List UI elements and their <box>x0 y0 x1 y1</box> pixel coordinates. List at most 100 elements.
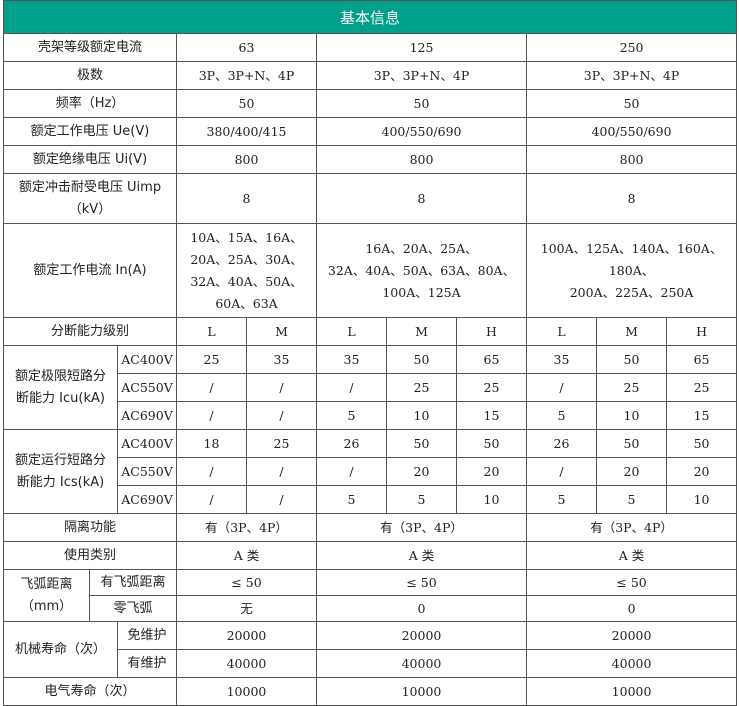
table-cell: 分断能力级别 <box>3 317 177 346</box>
table-cell: / <box>176 373 247 402</box>
table-cell: 10000 <box>525 677 738 706</box>
table-cell: M <box>246 317 317 346</box>
table-row: 壳架等级额定电流 63 125 250 <box>3 33 738 62</box>
table-cell: M <box>386 317 457 346</box>
table-cell: 额定冲击耐受电压 Uimp （kV） <box>3 173 177 224</box>
table-cell: 50 <box>386 429 457 458</box>
table-cell: 壳架等级额定电流 <box>3 33 177 62</box>
table-cell: A 类 <box>525 541 738 570</box>
table-cell: 18 <box>176 429 247 458</box>
table-cell: 无 <box>176 595 317 622</box>
table-row: 额定工作电流 In(A) 10A、15A、16A、 20A、25A、30A、 32… <box>3 223 738 318</box>
table-cell: 3P、3P+N、4P <box>176 61 317 90</box>
table-cell: / <box>176 457 247 486</box>
table-cell: 25 <box>665 373 738 402</box>
table-cell: 额定运行短路分 断能力 Ics(kA) <box>3 429 118 514</box>
table-cell: / <box>246 401 317 430</box>
table-cell: 5 <box>316 485 387 514</box>
table-cell: 飞弧距离 （mm） <box>3 569 90 622</box>
table-cell: / <box>526 457 597 486</box>
table-cell: / <box>316 373 387 402</box>
table-cell: AC400V <box>117 429 177 458</box>
table-cell: 65 <box>456 345 527 374</box>
table-cell: / <box>246 373 317 402</box>
table-cell: 50 <box>456 429 527 458</box>
table-cell: 20 <box>596 457 667 486</box>
table-cell: 使用类别 <box>3 541 177 570</box>
table-cell: 40000 <box>525 649 738 678</box>
table-cell: ≤ 50 <box>176 569 317 596</box>
table-cell: 16A、20A、25A、 32A、40A、50A、63A、80A、 100A、1… <box>316 223 527 318</box>
table-cell: 隔离功能 <box>3 513 177 542</box>
table-cell: / <box>176 485 247 514</box>
table-row: AC550V / //25 25/25 25 <box>4 373 738 402</box>
table-cell: 8 <box>316 173 527 224</box>
table-cell: AC550V <box>117 457 177 486</box>
table-cell: 63 <box>176 33 317 62</box>
table-cell: 25 <box>596 373 667 402</box>
table-cell: 电气寿命（次） <box>3 677 177 706</box>
table-cell: 35 <box>316 345 387 374</box>
table-cell: 40000 <box>316 649 527 678</box>
table-row: 额定极限短路分 断能力 Icu(kA) AC400V 25 35 35 50 65 35 50 6… <box>3 345 738 430</box>
table-cell: 20 <box>456 457 527 486</box>
table-cell: 3P、3P+N、4P <box>316 61 527 90</box>
table-cell: / <box>246 485 317 514</box>
table-cell: 50 <box>525 89 738 118</box>
table-cell: 35 <box>526 345 597 374</box>
table-cell: L <box>526 317 597 346</box>
table-cell: 50 <box>665 429 738 458</box>
table-cell: 8 <box>176 173 317 224</box>
table-cell: 5 <box>596 485 667 514</box>
table-cell: M <box>596 317 667 346</box>
table-cell: 15 <box>665 401 738 430</box>
table-cell: 有（3P、4P） <box>176 513 317 542</box>
table-row: 零飞弧无 0 0 <box>4 595 738 622</box>
table-cell: 0 <box>316 595 527 622</box>
table-cell: 10A、15A、16A、 20A、25A、30A、 32A、40A、50A、 6… <box>176 223 317 318</box>
table-cell: 380/400/415 <box>176 117 317 146</box>
table-cell: 额定工作电流 In(A) <box>3 223 177 318</box>
table-cell: 20000 <box>525 621 738 650</box>
table-cell: ≤ 50 <box>316 569 527 596</box>
table-cell: H <box>665 317 738 346</box>
table-cell: 有（3P、4P） <box>525 513 738 542</box>
table-row: 机械寿命（次） 免维护 20000 20000 20000 <box>3 621 738 678</box>
table-cell: 20 <box>665 457 738 486</box>
table-cell: 零飞弧 <box>89 595 177 622</box>
table-row: 电气寿命（次） 10000 10000 10000 <box>3 677 738 706</box>
table-cell: 20 <box>386 457 457 486</box>
table-cell: A 类 <box>316 541 527 570</box>
table-cell: 25 <box>386 373 457 402</box>
table-row: 频率（Hz） 50 50 50 <box>3 89 738 118</box>
table-cell: 额定绝缘电压 Ui(V) <box>3 145 177 174</box>
table-cell: 3P、3P+N、4P <box>525 61 738 90</box>
table-cell: 10 <box>456 485 527 514</box>
table-cell: 50 <box>596 345 667 374</box>
table-cell: / <box>176 401 247 430</box>
table-cell: 250 <box>525 33 738 62</box>
table-cell: 40000 <box>176 649 317 678</box>
table-cell: 20000 <box>176 621 317 650</box>
table-cell: 免维护 <box>117 621 177 650</box>
table-cell: 800 <box>176 145 317 174</box>
table-row: 分断能力级别 L M L M H L M H <box>3 317 738 346</box>
table-cell: 10000 <box>316 677 527 706</box>
table-cell: 400/550/690 <box>525 117 738 146</box>
table-cell: 35 <box>246 345 317 374</box>
table-cell: / <box>246 457 317 486</box>
table-row: 隔离功能 有（3P、4P） 有（3P、4P） 有（3P、4P） <box>3 513 738 542</box>
table-cell: 5 <box>316 401 387 430</box>
table-cell: 额定极限短路分 断能力 Icu(kA) <box>3 345 118 430</box>
table-cell: 频率（Hz） <box>3 89 177 118</box>
table-row: 额定冲击耐受电压 Uimp （kV） 8 8 8 <box>3 173 738 224</box>
table-cell: L <box>316 317 387 346</box>
table-cell: 额定工作电压 Ue(V) <box>3 117 177 146</box>
table-cell: 125 <box>316 33 527 62</box>
table-cell: / <box>526 373 597 402</box>
table-cell: / <box>316 457 387 486</box>
table-cell: AC400V <box>117 345 177 374</box>
table-cell: 100A、125A、140A、160A、180A、 200A、225A、250A <box>525 223 738 318</box>
